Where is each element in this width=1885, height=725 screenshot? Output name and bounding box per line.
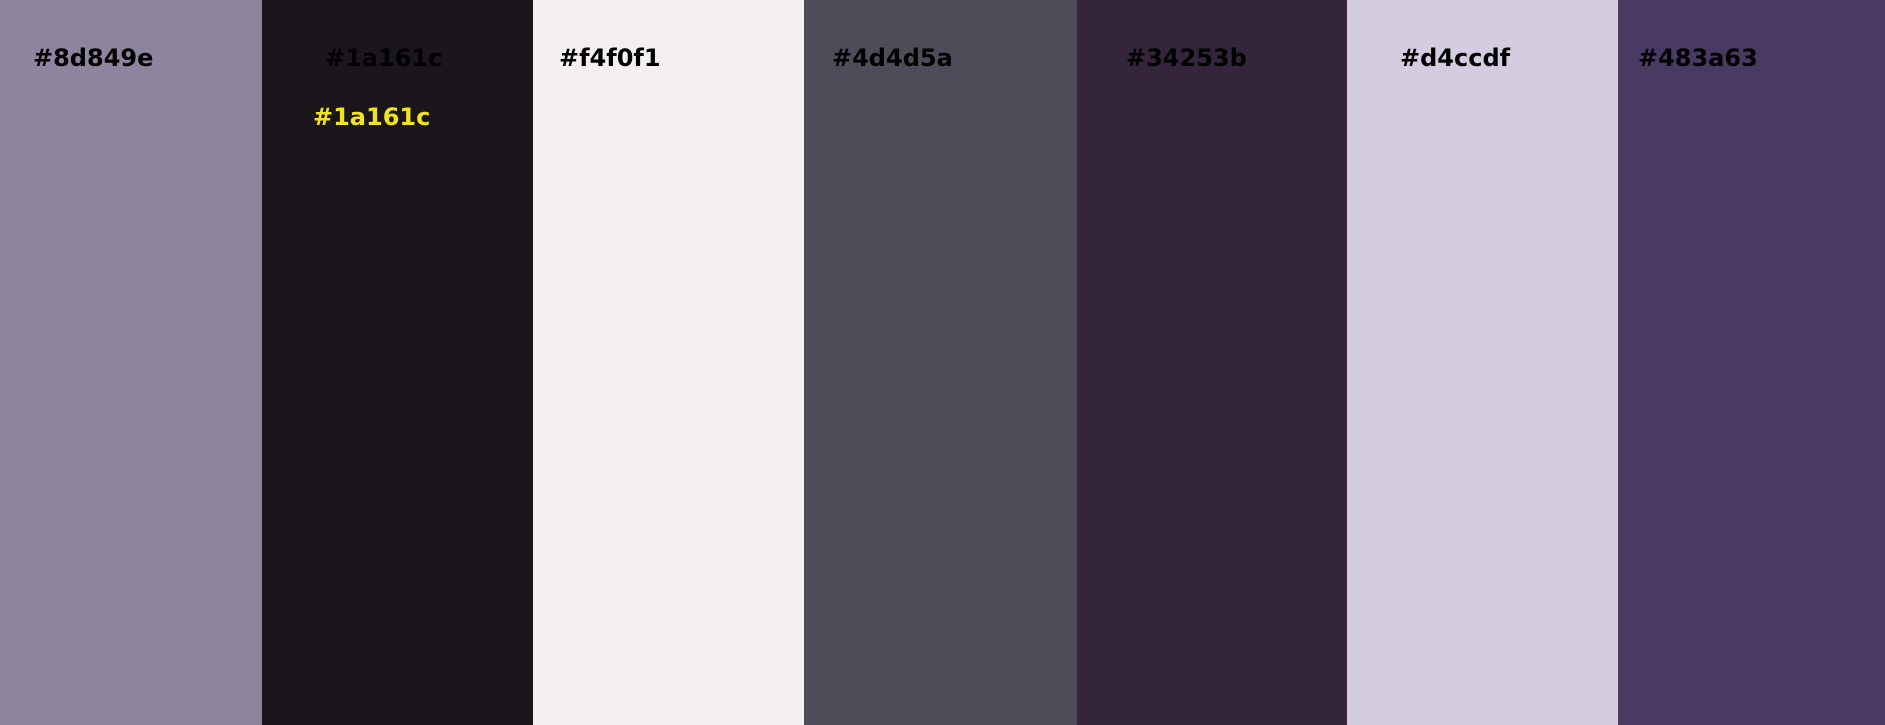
highlighted-hex-label: #1a161c	[313, 103, 431, 131]
swatch-hex-label: #1a161c	[325, 44, 443, 72]
swatch-hex-label: #483a63	[1638, 44, 1758, 72]
color-swatch-6[interactable]: #d4ccdf	[1347, 0, 1618, 725]
color-swatch-1[interactable]: #8d849e	[0, 0, 262, 725]
color-swatch-4[interactable]: #4d4d5a	[804, 0, 1077, 725]
swatch-hex-label: #34253b	[1126, 44, 1247, 72]
swatch-hex-label: #f4f0f1	[559, 44, 661, 72]
color-swatch-7[interactable]: #483a63	[1618, 0, 1885, 725]
color-swatch-5[interactable]: #34253b	[1077, 0, 1347, 725]
swatch-hex-label: #8d849e	[33, 44, 154, 72]
swatch-hex-label: #4d4d5a	[832, 44, 953, 72]
color-swatch-3[interactable]: #f4f0f1	[533, 0, 804, 725]
color-swatch-2[interactable]: #1a161c #1a161c	[262, 0, 533, 725]
swatch-hex-label: #d4ccdf	[1400, 44, 1511, 72]
